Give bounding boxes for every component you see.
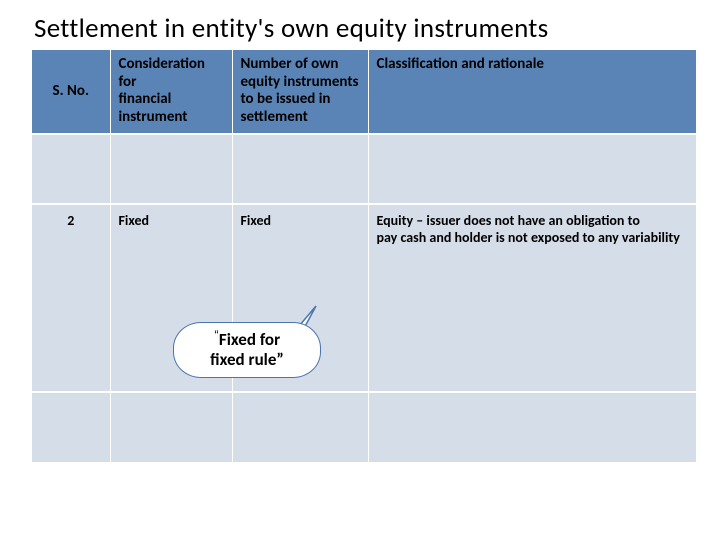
page-title: Settlement in entity's own equity instru… (0, 0, 720, 45)
col-header-sno: S. No. (32, 50, 110, 134)
cell-sno: 2 (32, 204, 110, 392)
cell-empty (110, 134, 232, 204)
col-header-number: Number of own equity instruments to be i… (232, 50, 368, 134)
table-row-2: 2 Fixed Fixed Equity – issuer does not h… (32, 204, 696, 392)
settlement-table: S. No. Consideration forfinancial instru… (32, 50, 697, 462)
table-row-empty-2 (32, 392, 696, 462)
cell-empty (110, 392, 232, 462)
callout-line1: Fixed for (219, 329, 280, 350)
cell-empty (32, 134, 110, 204)
cell-classification: Equity – issuer does not have an obligat… (368, 204, 696, 392)
cell-empty (232, 134, 368, 204)
callout-line2: fixed rule” (210, 349, 284, 370)
cell-empty (232, 392, 368, 462)
cell-empty (32, 392, 110, 462)
cell-empty (368, 392, 696, 462)
col-header-consideration: Consideration forfinancial instrument (110, 50, 232, 134)
cell-empty (368, 134, 696, 204)
fixed-for-fixed-callout: “Fixed for fixed rule” (173, 322, 321, 378)
table-header-row: S. No. Consideration forfinancial instru… (32, 50, 696, 134)
table-row-empty-1 (32, 134, 696, 204)
col-header-classification: Classification and rationale (368, 50, 696, 134)
